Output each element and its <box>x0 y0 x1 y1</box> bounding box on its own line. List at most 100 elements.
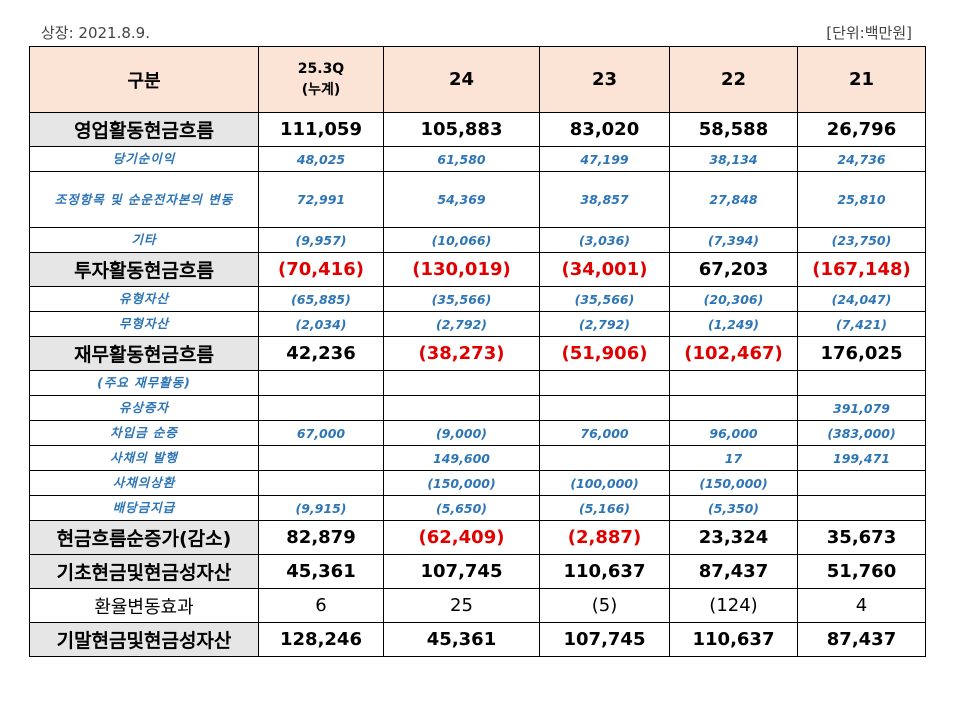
table-row: 기말현금및현금성자산 128,246 45,361 107,745 110,63… <box>29 622 926 657</box>
row-label: 환율변동효과 <box>29 588 259 623</box>
cell: 128,246 <box>258 622 384 657</box>
cell: 391,079 <box>797 395 926 421</box>
cell: 38,134 <box>669 146 798 172</box>
cell: 107,745 <box>539 622 670 657</box>
cell <box>669 370 798 396</box>
cell <box>797 370 926 396</box>
cell <box>669 395 798 421</box>
header-col-25-3q: 25.3Q (누계) <box>258 46 384 113</box>
cell: 105,883 <box>383 112 540 147</box>
cell: 72,991 <box>258 171 384 228</box>
table-row: 기초현금및현금성자산 45,361 107,745 110,637 87,437… <box>29 554 926 589</box>
cell: (5,350) <box>669 495 798 521</box>
row-label: 차입금 순증 <box>29 420 259 446</box>
table-row: 차입금 순증 67,000 (9,000) 76,000 96,000 (383… <box>29 420 926 446</box>
header-col-24: 24 <box>383 46 540 113</box>
cell <box>258 445 384 471</box>
cell: (5) <box>539 588 670 623</box>
cell: (9,915) <box>258 495 384 521</box>
cell: 51,760 <box>797 554 926 589</box>
cell: 58,588 <box>669 112 798 147</box>
table-row: 조정항목 및 순운전자본의 변동 72,991 54,369 38,857 27… <box>29 171 926 228</box>
cell: (9,957) <box>258 227 384 253</box>
listing-date-caption: 상장: 2021.8.9. <box>41 24 150 42</box>
cell: 23,324 <box>669 520 798 555</box>
cell <box>258 470 384 496</box>
header-col-25-3q-line2: (누계) <box>301 81 341 98</box>
row-label: 투자활동현금흐름 <box>29 252 259 287</box>
cell <box>797 495 926 521</box>
cell: 107,745 <box>383 554 540 589</box>
cell: (51,906) <box>539 336 670 371</box>
cell: (124) <box>669 588 798 623</box>
cell: 83,020 <box>539 112 670 147</box>
row-label: (주요 재무활동) <box>29 370 259 396</box>
cell: (2,034) <box>258 311 384 337</box>
cell <box>797 470 926 496</box>
cell: (35,566) <box>539 286 670 312</box>
row-label: 조정항목 및 순운전자본의 변동 <box>29 171 259 228</box>
row-label: 무형자산 <box>29 311 259 337</box>
cell: 67,000 <box>258 420 384 446</box>
row-label: 유형자산 <box>29 286 259 312</box>
table-row: 현금흐름순증가(감소) 82,879 (62,409) (2,887) 23,3… <box>29 520 926 555</box>
cell: 76,000 <box>539 420 670 446</box>
cell: (1,249) <box>669 311 798 337</box>
cell: (24,047) <box>797 286 926 312</box>
cell: (100,000) <box>539 470 670 496</box>
cell <box>539 395 670 421</box>
cell: (2,792) <box>383 311 540 337</box>
table-row: 유상증자 391,079 <box>29 395 926 421</box>
cell: (167,148) <box>797 252 926 287</box>
table-row: 재무활동현금흐름 42,236 (38,273) (51,906) (102,4… <box>29 336 926 371</box>
cell: (150,000) <box>383 470 540 496</box>
cell: (150,000) <box>669 470 798 496</box>
cell: (5,650) <box>383 495 540 521</box>
row-label: 사채의 발행 <box>29 445 259 471</box>
cell: 87,437 <box>669 554 798 589</box>
cell: 27,848 <box>669 171 798 228</box>
cell: (7,421) <box>797 311 926 337</box>
row-label: 기타 <box>29 227 259 253</box>
table-row: 당기순이익 48,025 61,580 47,199 38,134 24,736 <box>29 146 926 172</box>
cell: 6 <box>258 588 384 623</box>
cell: 26,796 <box>797 112 926 147</box>
cell: (10,066) <box>383 227 540 253</box>
cash-flow-table: 구분 25.3Q (누계) 24 23 22 21 영업활동현금흐름 111,0… <box>29 46 926 657</box>
cell: (130,019) <box>383 252 540 287</box>
cell: 149,600 <box>383 445 540 471</box>
cell <box>539 445 670 471</box>
row-label: 영업활동현금흐름 <box>29 112 259 147</box>
cell <box>539 370 670 396</box>
cell: (62,409) <box>383 520 540 555</box>
cell: 17 <box>669 445 798 471</box>
cell: 110,637 <box>539 554 670 589</box>
cell: 4 <box>797 588 926 623</box>
cell: 199,471 <box>797 445 926 471</box>
row-label: 유상증자 <box>29 395 259 421</box>
cell: (7,394) <box>669 227 798 253</box>
cell: (23,750) <box>797 227 926 253</box>
cell: 38,857 <box>539 171 670 228</box>
header-col-25-3q-line1: 25.3Q <box>297 60 345 77</box>
cell: 96,000 <box>669 420 798 446</box>
cell: 110,637 <box>669 622 798 657</box>
header-label: 구분 <box>29 46 259 113</box>
table-row: 환율변동효과 6 25 (5) (124) 4 <box>29 588 926 623</box>
cell: 111,059 <box>258 112 384 147</box>
row-label: 사채의상환 <box>29 470 259 496</box>
cell: (383,000) <box>797 420 926 446</box>
cell: (65,885) <box>258 286 384 312</box>
cell: 24,736 <box>797 146 926 172</box>
cell: 45,361 <box>258 554 384 589</box>
table-row: (주요 재무활동) <box>29 370 926 396</box>
row-label: 현금흐름순증가(감소) <box>29 520 259 555</box>
cell: 45,361 <box>383 622 540 657</box>
row-label: 재무활동현금흐름 <box>29 336 259 371</box>
cell: 25 <box>383 588 540 623</box>
cell: 61,580 <box>383 146 540 172</box>
cell: (9,000) <box>383 420 540 446</box>
cell <box>383 395 540 421</box>
cell: 48,025 <box>258 146 384 172</box>
cell <box>258 370 384 396</box>
